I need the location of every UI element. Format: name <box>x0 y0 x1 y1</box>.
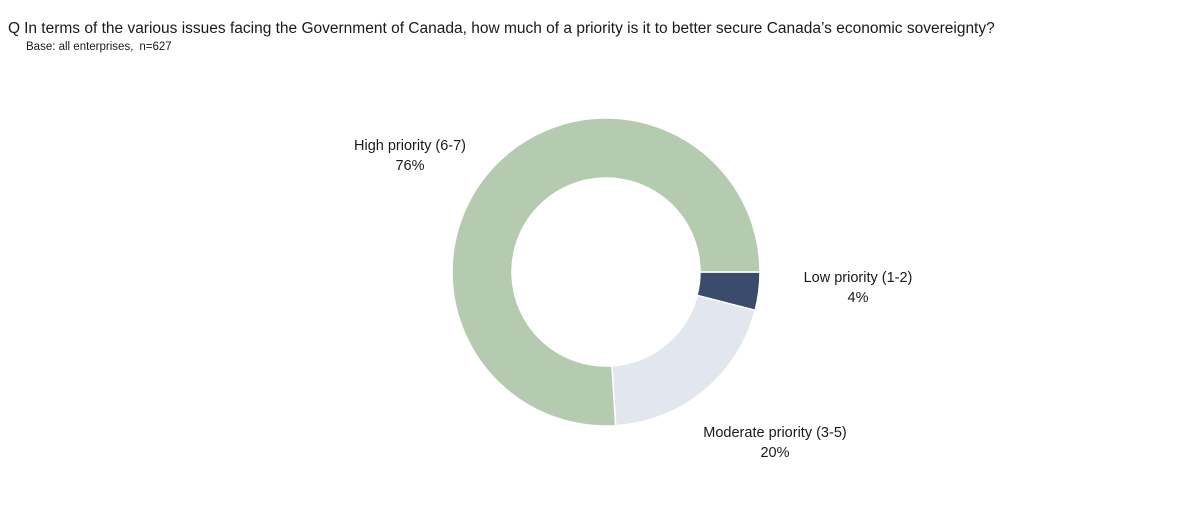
slice-moderate <box>611 294 757 427</box>
label-moderate-priority-name: Moderate priority (3-5) <box>703 425 847 441</box>
question-text: Q In terms of the various issues facing t… <box>8 20 995 38</box>
label-low-priority: Low priority (1-2) 4% <box>778 268 938 308</box>
question-body: In terms of the various issues facing th… <box>24 20 995 37</box>
base-text: Base: all enterprises, <box>26 41 134 53</box>
label-low-priority-name: Low priority (1-2) <box>803 270 913 286</box>
base-note: Base: all enterprises, n=627 <box>26 41 172 53</box>
sample-size: n=627 <box>139 41 172 53</box>
label-low-priority-value: 4% <box>847 290 869 306</box>
label-moderate-priority: Moderate priority (3-5) 20% <box>685 423 865 463</box>
slice-high <box>451 117 761 427</box>
label-moderate-priority-value: 20% <box>760 445 790 461</box>
label-high-priority: High priority (6-7) 76% <box>330 136 490 176</box>
label-high-priority-value: 76% <box>395 158 425 174</box>
label-high-priority-name: High priority (6-7) <box>354 138 466 154</box>
question-prefix: Q <box>8 20 21 37</box>
